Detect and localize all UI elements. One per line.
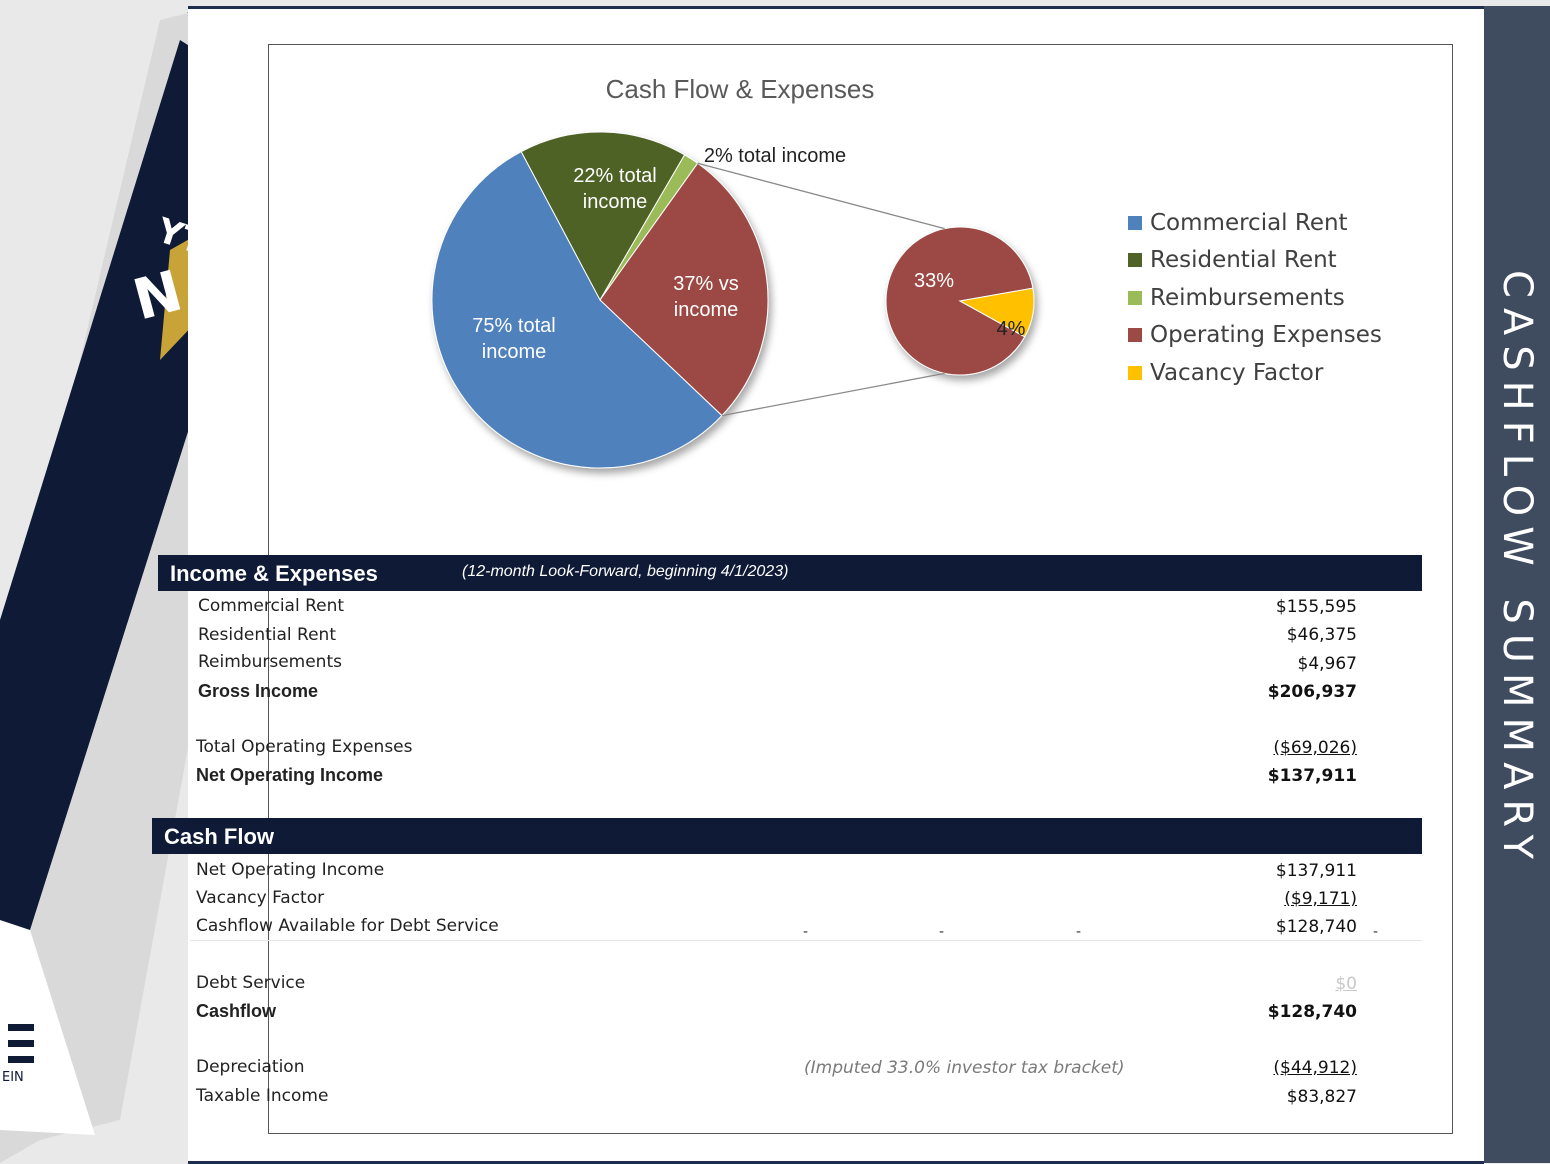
row-label-gross-income: Gross Income: [198, 681, 319, 701]
row-amount-depreciation: ($44,912): [1273, 1058, 1357, 1078]
dash-mark: -: [803, 924, 809, 940]
row-amount-reimbursements: $4,967: [1297, 654, 1357, 674]
row-amount-net-operating-income: $137,911: [1267, 766, 1357, 786]
chart-legend: Commercial Rent Residential Rent Reimburse…: [1128, 204, 1382, 392]
cash-flow-header: Cash Flow: [152, 818, 1422, 854]
income-expenses-title: Income & Expenses: [170, 561, 378, 586]
row-amount-gross-income: $206,937: [1267, 682, 1357, 702]
main-pie-slice-operating-expenses: [599, 162, 769, 417]
legend-item-vacancy-factor: Vacancy Factor: [1128, 354, 1382, 392]
secondary-pie-slice-vacancy-factor: [958, 287, 1035, 338]
dash-mark: -: [1076, 924, 1082, 940]
row-amount-taxable-income: $83,827: [1286, 1087, 1357, 1107]
legend-swatch: [1128, 290, 1142, 305]
income-expenses-header: Income & Expenses (12-month Look-Forward…: [158, 555, 1422, 591]
pie-of-pie-chart: 75% total income 22% total income 37% vs inco…: [431, 131, 1035, 469]
pie-label-operating-expenses: 37% vs income: [673, 273, 739, 321]
legend-label: Operating Expenses: [1150, 322, 1382, 349]
pie-label-reimbursements: 2% total income: [704, 145, 846, 167]
row-amount-residential-rent: $46,375: [1286, 625, 1357, 645]
row-amount-cashflow-available: $128,740: [1275, 917, 1357, 937]
depreciation-note: (Imputed 33.0% investor tax bracket): [804, 1058, 1125, 1078]
legend-swatch: [1128, 215, 1142, 230]
chart-title: Cash Flow & Expenses: [605, 74, 875, 104]
row-label-residential-rent: Residential Rent: [198, 625, 336, 645]
row-label-cashflow: Cashflow: [196, 1001, 277, 1021]
row-label-total-operating-expenses: Total Operating Expenses: [196, 737, 413, 757]
row-label-taxable-income: Taxable Income: [196, 1086, 329, 1106]
pie-label-residential-rent: 22% total income: [573, 165, 656, 213]
main-pie-slice-residential-rent: [520, 131, 686, 302]
legend-label: Reimbursements: [1150, 284, 1345, 311]
legend-swatch: [1128, 253, 1142, 268]
svg-text:EIN: EIN: [2, 1070, 24, 1085]
row-label-depreciation: Depreciation: [196, 1057, 305, 1077]
connector-line: [721, 372, 945, 417]
row-amount-total-operating-expenses: ($69,026): [1273, 738, 1357, 758]
row-amount-vacancy-factor: ($9,171): [1284, 889, 1357, 909]
pie-label-secondary-operating-expenses: 33%: [914, 270, 954, 292]
connector-line: [697, 162, 945, 230]
side-title: CASHFLOW SUMMARY: [1494, 270, 1540, 870]
row-label-debt-service: Debt Service: [196, 973, 306, 993]
row-label-cashflow-available: Cashflow Available for Debt Service: [196, 916, 499, 936]
legend-label: Vacancy Factor: [1150, 359, 1324, 386]
dash-mark: -: [1373, 924, 1379, 940]
row-label-vacancy-factor: Vacancy Factor: [196, 888, 325, 908]
row-amount-cf-net-operating-income: $137,911: [1275, 861, 1357, 881]
side-title-strip: [1484, 6, 1550, 1163]
row-separator: [190, 940, 1422, 941]
row-label-cf-net-operating-income: Net Operating Income: [196, 860, 385, 880]
legend-label: Residential Rent: [1150, 247, 1337, 274]
main-pie-slice-commercial-rent: [431, 150, 723, 469]
legend-item-residential-rent: Residential Rent: [1128, 242, 1382, 280]
legend-swatch: [1128, 328, 1142, 343]
row-amount-cashflow: $128,740: [1267, 1002, 1357, 1022]
cash-flow-title: Cash Flow: [164, 824, 275, 849]
row-label-net-operating-income: Net Operating Income: [196, 765, 384, 785]
legend-item-commercial-rent: Commercial Rent: [1128, 204, 1382, 242]
legend-swatch: [1128, 365, 1142, 380]
row-amount-debt-service: $0: [1335, 974, 1357, 994]
row-label-commercial-rent: Commercial Rent: [198, 596, 345, 616]
row-amount-commercial-rent: $155,595: [1275, 597, 1357, 617]
legend-label: Commercial Rent: [1150, 209, 1348, 236]
dash-mark: -: [939, 924, 945, 940]
pie-label-commercial-rent: 75% total income: [472, 315, 555, 363]
pie-label-vacancy-factor: 4%: [997, 318, 1026, 340]
income-expenses-subtitle: (12-month Look-Forward, beginning 4/1/20…: [462, 563, 789, 580]
row-label-reimbursements: Reimbursements: [198, 652, 342, 672]
legend-item-operating-expenses: Operating Expenses: [1128, 317, 1382, 355]
legend-item-reimbursements: Reimbursements: [1128, 279, 1382, 317]
